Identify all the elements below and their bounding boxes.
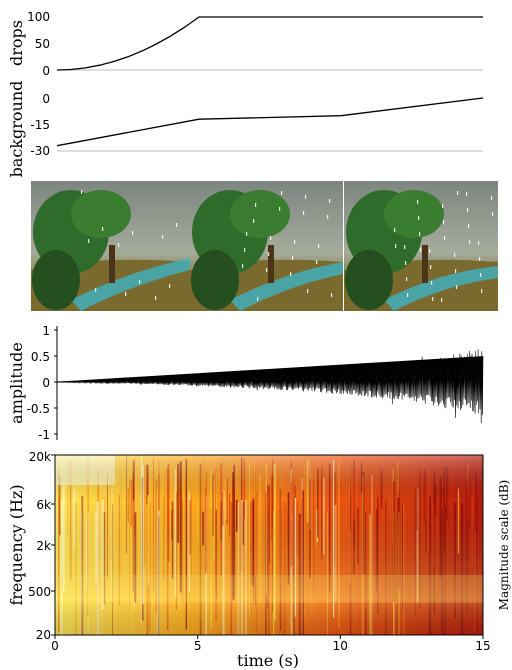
frequency-tick-2k: 2k	[36, 539, 51, 553]
amplitude-tick-0: 0	[42, 376, 50, 390]
background-tick-minus15: -15	[30, 118, 50, 132]
colorbar-label: Magnitude scale (dB)	[497, 480, 511, 611]
drops-ylabel: drops	[7, 20, 26, 66]
background-line	[56, 97, 484, 147]
amplitude-tick-1: 1	[42, 324, 50, 338]
drops-line	[56, 16, 483, 71]
video-frame-2	[190, 181, 343, 311]
spectrogram-ylabel: frequency (Hz)	[7, 484, 26, 605]
drops-panel: 100 50 0 drops	[7, 10, 483, 78]
amplitude-tick-minus0.5: -0.5	[27, 402, 50, 416]
background-tick-minus30: -30	[30, 144, 50, 158]
background-tick-0: 0	[42, 92, 50, 106]
frequency-tick-20: 20	[36, 628, 51, 642]
time-tick-15: 15	[475, 639, 490, 653]
amplitude-ylabel: amplitude	[7, 342, 26, 424]
amplitude-tick-minus1: -1	[38, 428, 50, 442]
amplitude-tick-0.5: 0.5	[31, 350, 50, 364]
time-tick-5: 5	[194, 639, 202, 653]
time-tick-10: 10	[333, 639, 348, 653]
background-panel: 0 -15 -30 background	[7, 81, 484, 178]
spectrogram-panel: 20k 6k 2k 500 20 0 5 10 15 frequency (Hz…	[7, 450, 511, 670]
video-frame-3	[344, 181, 498, 311]
spectrogram-shading	[55, 455, 483, 635]
drops-tick-0: 0	[42, 64, 50, 78]
amplitude-waveform	[56, 349, 484, 424]
amplitude-panel: 1 0.5 0 -0.5 -1 amplitude	[7, 324, 484, 442]
background-ylabel: background	[7, 81, 26, 178]
video-frame-1	[31, 181, 190, 311]
drops-tick-50: 50	[35, 37, 50, 51]
video-frames	[31, 181, 498, 311]
drops-tick-100: 100	[27, 10, 50, 24]
time-tick-0: 0	[51, 639, 59, 653]
frequency-tick-6k: 6k	[36, 498, 51, 512]
frequency-tick-20k: 20k	[29, 450, 51, 464]
time-xlabel: time (s)	[237, 651, 299, 670]
frequency-tick-500: 500	[28, 585, 51, 599]
